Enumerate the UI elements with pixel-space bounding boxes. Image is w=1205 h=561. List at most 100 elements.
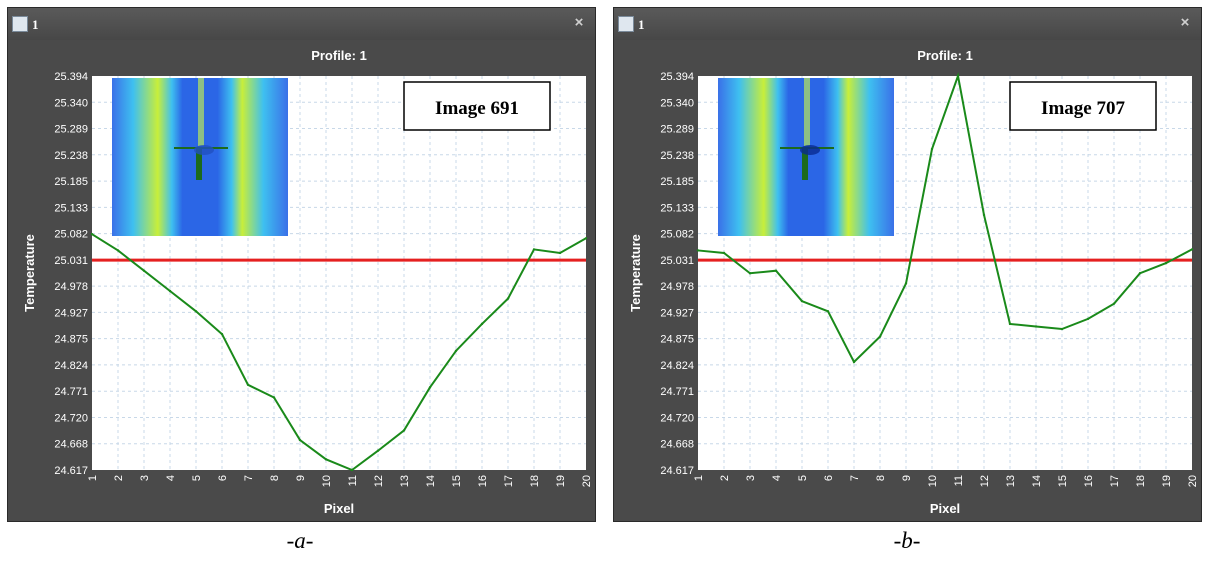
y-axis-label: Temperature [22, 234, 37, 312]
data-point [584, 237, 588, 240]
annotation-box [1009, 81, 1157, 131]
y-tick-label: 25.394 [660, 71, 694, 83]
series-line [697, 72, 1193, 364]
y-tick-label: 25.289 [660, 124, 694, 136]
y-tick-label: 24.875 [660, 334, 694, 346]
data-point [878, 335, 882, 338]
thermal-cold-spot [194, 145, 214, 155]
x-tick-label: 11 [953, 475, 965, 486]
thermal-hotspot-trace [804, 78, 810, 146]
data-point [350, 468, 354, 472]
y-tick-label: 25.082 [54, 229, 88, 241]
data-point [376, 449, 380, 452]
annotation-label: Image 691 [435, 98, 519, 119]
x-tick-label: 15 [1057, 475, 1069, 487]
x-tick-label: 10 [927, 475, 939, 487]
x-tick-label: 20 [1187, 475, 1199, 487]
data-point [826, 310, 830, 313]
data-point [1190, 248, 1194, 251]
x-tick-label: 14 [425, 475, 437, 487]
window-title: 1 [32, 17, 39, 32]
close-icon[interactable]: × [574, 14, 584, 31]
x-tick-label: 8 [269, 475, 281, 481]
x-tick-label: 6 [823, 475, 835, 481]
data-point [982, 213, 986, 217]
x-tick-label: 8 [875, 475, 887, 481]
y-tick-label: 24.771 [660, 386, 694, 398]
chart-window-icon [12, 16, 28, 32]
data-point [142, 269, 146, 272]
y-tick-label: 25.133 [54, 202, 88, 214]
series-line [91, 233, 587, 472]
profile-window-b: 1 × Profile: 1 25.394 25.340 25.289 25.238 25… [613, 7, 1202, 522]
data-point [930, 147, 934, 151]
y-tick-label: 24.617 [660, 465, 694, 477]
x-tick-label: 2 [719, 475, 731, 481]
x-tick-label: 19 [555, 475, 567, 487]
y-tick-label: 24.927 [660, 307, 694, 319]
x-tick-label: 4 [771, 475, 783, 481]
y-tick-label: 25.289 [54, 124, 88, 136]
data-point [428, 386, 432, 389]
data-point [168, 289, 172, 293]
y-tick-label: 24.978 [54, 281, 88, 293]
x-tick-label: 1 [87, 475, 99, 481]
y-tick-label: 24.824 [660, 360, 694, 372]
x-tick-label: 2 [113, 475, 125, 481]
y-tick-label: 24.927 [54, 307, 88, 319]
data-point [1138, 272, 1142, 275]
data-point [220, 332, 224, 336]
x-tick-label: 7 [849, 475, 861, 481]
y-tick-label: 24.978 [660, 281, 694, 293]
x-tick-label: 11 [347, 475, 359, 486]
y-tick-label: 25.238 [660, 150, 694, 162]
window-titlebar[interactable]: 1 × [8, 8, 595, 40]
x-tick-label: 5 [191, 475, 203, 481]
data-point [454, 349, 458, 353]
data-point [324, 458, 328, 461]
data-point [800, 299, 804, 303]
data-point [696, 249, 700, 252]
profile-window-a: 1 × Profile: 1 25.394 25.340 25.289 25.238 25… [7, 7, 596, 522]
close-icon[interactable]: × [1180, 14, 1190, 31]
x-tick-label: 18 [1135, 475, 1147, 487]
x-tick-label: 7 [243, 475, 255, 481]
data-point [1112, 302, 1116, 305]
x-tick-label: 18 [529, 475, 541, 487]
y-tick-label: 25.238 [54, 150, 88, 162]
window-title: 1 [638, 17, 645, 32]
data-point [194, 310, 198, 313]
profile-chart: Profile: 1 25.394 25.340 25.289 25.238 25.185… [22, 48, 593, 516]
data-point [558, 251, 562, 255]
y-tick-label: 24.771 [54, 386, 88, 398]
x-tick-label: 3 [139, 475, 151, 481]
data-point [402, 429, 406, 432]
window-titlebar[interactable]: 1 × [614, 8, 1201, 40]
data-point [748, 272, 752, 275]
data-point [904, 282, 908, 285]
x-tick-label: 13 [399, 475, 411, 487]
y-tick-label: 25.082 [660, 229, 694, 241]
data-point [956, 74, 960, 78]
data-point [90, 233, 94, 236]
x-tick-label: 4 [165, 475, 177, 481]
x-tick-label: 15 [451, 475, 463, 487]
y-tick-label: 25.031 [54, 255, 88, 267]
data-point [722, 251, 726, 255]
x-tick-label: 9 [295, 475, 307, 481]
chart-title: Profile: 1 [917, 48, 973, 63]
data-point [506, 297, 510, 300]
y-tick-label: 25.133 [660, 202, 694, 214]
y-tick-label: 24.720 [54, 412, 88, 424]
thermal-cold-spot [800, 145, 820, 155]
data-point [246, 383, 250, 387]
data-point [1086, 317, 1090, 321]
y-tick-label: 24.824 [54, 360, 88, 372]
x-tick-label: 10 [321, 475, 333, 487]
data-point [1060, 327, 1064, 331]
chart-title: Profile: 1 [311, 48, 367, 63]
y-tick-label: 24.720 [660, 412, 694, 424]
data-point [532, 248, 536, 251]
figure-caption-b: -b- [893, 528, 921, 553]
y-tick-label: 24.875 [54, 334, 88, 346]
